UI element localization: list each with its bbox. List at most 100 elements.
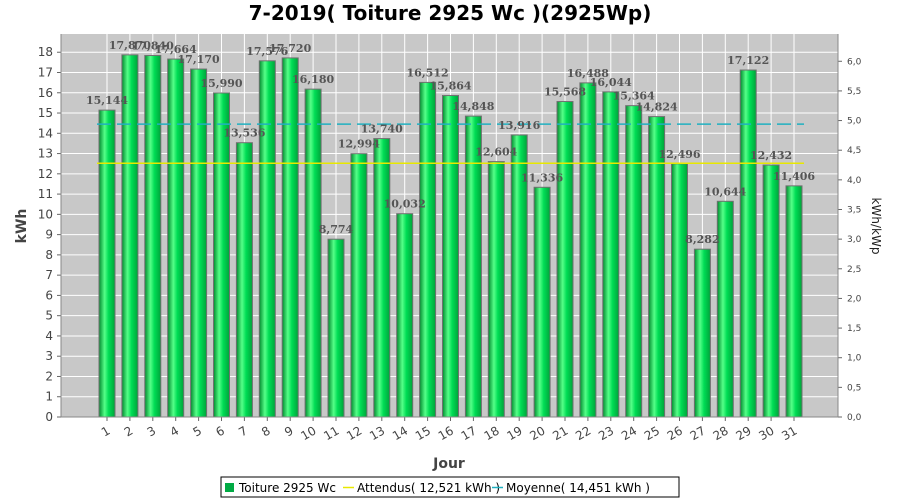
x-tick-label: 31 — [779, 423, 799, 443]
data-label: 13,536 — [223, 127, 265, 140]
bar — [785, 185, 803, 418]
x-tick-label: 18 — [482, 423, 502, 443]
data-label: 17,170 — [178, 53, 220, 66]
y-axis-right-ticks: 0,0 0,5 1,0 1,5 2,0 2,5 3,0 3,5 4,0 4,5 5,0 5,5 6,0 — [837, 34, 862, 423]
data-label: 12,994 — [338, 138, 380, 151]
data-label: 16,488 — [567, 67, 609, 80]
bar — [739, 69, 757, 418]
x-tick-label: 25 — [642, 423, 662, 443]
x-tick-label: 21 — [550, 423, 570, 443]
x-tick-label: 1 — [99, 423, 113, 439]
bar — [533, 186, 551, 418]
y-tick-label: 4 — [45, 329, 53, 343]
bar — [716, 200, 734, 418]
y-tick-label: 3 — [45, 349, 53, 363]
y-tick-label: 10 — [38, 207, 53, 221]
x-tick-label: 24 — [619, 423, 639, 443]
data-label: 14,824 — [636, 101, 678, 114]
x-tick-label: 28 — [711, 423, 731, 443]
bar — [350, 153, 368, 418]
data-label: 12,604 — [475, 146, 517, 159]
y-tick-label: 17 — [38, 66, 53, 80]
bar — [98, 109, 116, 418]
bar — [579, 82, 597, 418]
x-tick-label: 2 — [122, 423, 136, 439]
data-label: 10,032 — [384, 198, 426, 211]
bar — [625, 105, 643, 418]
y-right-tick-label: 5,5 — [847, 87, 861, 97]
x-tick-label: 17 — [459, 423, 479, 443]
bar — [213, 92, 230, 418]
bar — [464, 115, 482, 418]
data-label: 14,848 — [452, 100, 494, 113]
x-tick-label: 15 — [413, 423, 433, 443]
x-axis-ticks: 1 2 3 4 5 6 7 8 9 10 11 12 13 14 15 16 17 18 19 20 21 22 23 24 2… — [61, 416, 838, 443]
data-label: 10,644 — [704, 185, 746, 198]
x-tick-label: 6 — [213, 423, 227, 439]
y-axis-right-label: kWh/kWp — [869, 198, 883, 255]
x-tick-label: 4 — [168, 423, 182, 439]
bar — [648, 116, 666, 418]
data-label: 17,122 — [727, 54, 769, 67]
data-label: 13,740 — [361, 123, 403, 136]
data-label: 15,568 — [544, 86, 586, 99]
data-label: 16,512 — [407, 66, 449, 79]
bar — [693, 248, 711, 418]
legend: Toiture 2925 Wc Attendus( 12,521 kWh ) Moy… — [220, 476, 680, 498]
y-right-tick-label: 0,5 — [847, 383, 861, 393]
data-label: 17,720 — [269, 42, 311, 55]
legend-label: Moyenne( 14,451 kWh ) — [506, 481, 650, 495]
data-label: 8,282 — [685, 233, 719, 246]
x-tick-label: 29 — [733, 423, 753, 443]
bar — [121, 54, 139, 418]
data-label: 16,044 — [590, 76, 632, 89]
bar — [671, 163, 688, 418]
y-right-tick-label: 5,0 — [847, 117, 862, 127]
data-label: 15,990 — [200, 77, 242, 90]
data-label: 17,870 — [109, 39, 151, 52]
data-label: 17,840 — [132, 39, 174, 52]
data-label: 17,576 — [246, 45, 288, 58]
bars — [98, 54, 803, 418]
data-label: 15,864 — [429, 80, 471, 93]
x-tick-label: 12 — [344, 423, 364, 443]
y-right-tick-label: 2,0 — [847, 294, 862, 304]
bar — [487, 161, 505, 418]
x-tick-label: 5 — [190, 423, 204, 439]
y-tick-label: 18 — [38, 45, 53, 59]
x-tick-label: 30 — [756, 423, 776, 443]
y-right-tick-label: 2,5 — [847, 265, 861, 275]
x-tick-label: 10 — [298, 423, 318, 443]
y-tick-label: 7 — [45, 268, 53, 282]
y-tick-label: 2 — [45, 369, 53, 383]
data-label: 8,774 — [319, 223, 354, 236]
bar — [396, 213, 414, 418]
x-tick-label: 27 — [688, 423, 708, 443]
data-label: 12,496 — [658, 148, 700, 161]
y-tick-label: 15 — [38, 106, 53, 120]
data-label: 17,664 — [155, 43, 197, 56]
y-right-tick-label: 1,5 — [847, 324, 861, 334]
x-tick-label: 13 — [367, 423, 387, 443]
bar — [419, 81, 437, 418]
x-tick-label: 3 — [145, 423, 159, 439]
x-tick-label: 16 — [436, 423, 456, 443]
y-tick-label: 16 — [38, 86, 53, 100]
bar — [373, 138, 391, 418]
data-label: 12,432 — [750, 149, 792, 162]
legend-label: Toiture 2925 Wc — [238, 481, 336, 495]
y-tick-label: 5 — [45, 309, 53, 323]
y-tick-label: 0 — [45, 410, 53, 424]
y-tick-label: 8 — [45, 248, 53, 262]
data-label: 15,144 — [86, 94, 128, 107]
chart-title: 7-2019( Toiture 2925 Wc )(2925Wp) — [249, 1, 652, 25]
bar — [190, 68, 208, 418]
x-tick-label: 19 — [504, 423, 524, 443]
bar — [556, 101, 574, 418]
bar — [602, 91, 620, 418]
bar — [144, 54, 162, 418]
bar — [258, 60, 276, 418]
y-right-tick-label: 4,5 — [847, 146, 861, 156]
